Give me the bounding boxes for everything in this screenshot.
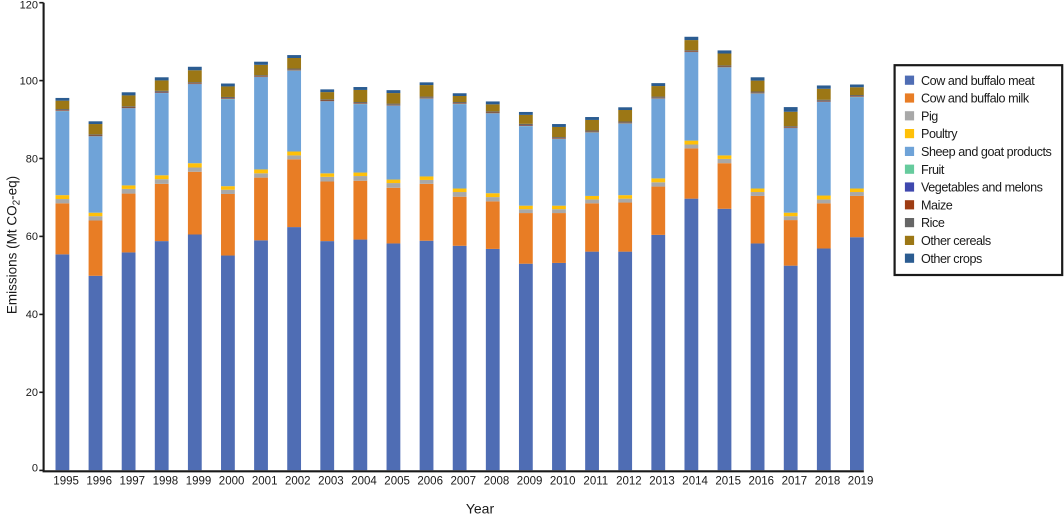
- svg-text:2016: 2016: [749, 476, 775, 488]
- svg-text:0: 0: [32, 463, 38, 475]
- svg-text:80: 80: [26, 153, 38, 165]
- svg-text:2008: 2008: [484, 476, 510, 488]
- svg-text:1996: 1996: [86, 476, 112, 488]
- svg-text:Pig: Pig: [921, 109, 938, 123]
- svg-text:Rice: Rice: [921, 216, 945, 230]
- svg-text:120: 120: [20, 0, 38, 11]
- svg-text:2009: 2009: [517, 476, 543, 488]
- svg-text:2002: 2002: [285, 476, 311, 488]
- svg-text:Maize: Maize: [921, 198, 953, 212]
- svg-text:2012: 2012: [616, 476, 642, 488]
- svg-text:Cow and buffalo milk: Cow and buffalo milk: [921, 92, 1030, 106]
- svg-text:2011: 2011: [583, 476, 608, 488]
- svg-text:60: 60: [26, 231, 38, 243]
- svg-text:2000: 2000: [219, 476, 245, 488]
- svg-text:100: 100: [20, 75, 38, 87]
- svg-text:Vegetables and melons: Vegetables and melons: [921, 181, 1043, 195]
- svg-text:Poultry: Poultry: [921, 127, 958, 141]
- svg-text:Other crops: Other crops: [921, 252, 982, 266]
- svg-text:2010: 2010: [550, 476, 576, 488]
- svg-text:2006: 2006: [417, 476, 443, 488]
- svg-text:20: 20: [26, 387, 38, 399]
- svg-text:1997: 1997: [120, 476, 146, 488]
- svg-text:2014: 2014: [682, 476, 708, 488]
- svg-text:Other cereals: Other cereals: [921, 234, 991, 248]
- svg-text:1998: 1998: [153, 476, 179, 488]
- svg-text:1995: 1995: [53, 476, 79, 488]
- svg-text:Fruit: Fruit: [921, 163, 945, 177]
- svg-text:40: 40: [26, 309, 38, 321]
- svg-text:2015: 2015: [715, 476, 741, 488]
- svg-text:2004: 2004: [351, 476, 377, 488]
- svg-text:2018: 2018: [815, 476, 841, 488]
- svg-text:2019: 2019: [848, 476, 874, 488]
- svg-text:Sheep and goat products: Sheep and goat products: [921, 145, 1052, 159]
- svg-text:2001: 2001: [252, 476, 278, 488]
- svg-text:2013: 2013: [649, 476, 675, 488]
- svg-text:1999: 1999: [186, 476, 212, 488]
- svg-text:2005: 2005: [384, 476, 410, 488]
- svg-text:Cow and buffalo meat: Cow and buffalo meat: [921, 74, 1035, 88]
- svg-text:2017: 2017: [782, 476, 808, 488]
- svg-text:2003: 2003: [318, 476, 344, 488]
- svg-text:Year: Year: [466, 501, 495, 515]
- svg-text:2007: 2007: [451, 476, 477, 488]
